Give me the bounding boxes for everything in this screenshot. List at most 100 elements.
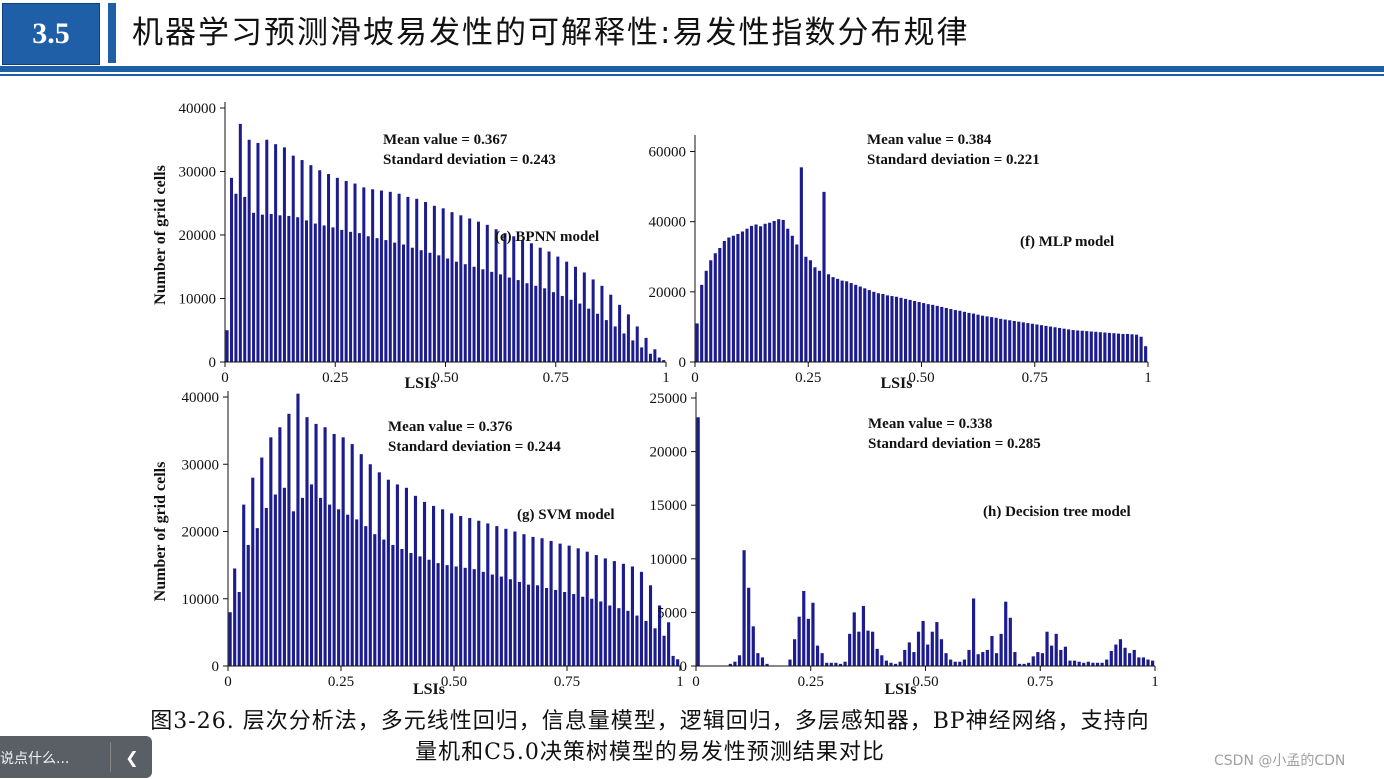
bar-h-74 bbox=[1036, 652, 1040, 666]
bar-e-95 bbox=[644, 337, 648, 362]
bar-f-31 bbox=[836, 278, 840, 362]
bar-g-19 bbox=[314, 423, 318, 666]
comment-box[interactable]: 说点什么... ❮ bbox=[0, 736, 152, 778]
bar-h-79 bbox=[1059, 649, 1063, 666]
bar-e-65 bbox=[512, 236, 516, 362]
bar-f-55 bbox=[944, 307, 948, 362]
bar-f-2 bbox=[704, 270, 708, 362]
bar-g-84 bbox=[608, 605, 612, 666]
bar-g-34 bbox=[382, 539, 386, 666]
bar-h-9 bbox=[737, 655, 742, 666]
bar-h-43 bbox=[893, 663, 898, 666]
bar-h-94 bbox=[1128, 653, 1132, 666]
bar-g-60 bbox=[499, 576, 503, 666]
bar-g-45 bbox=[432, 505, 436, 666]
bar-g-74 bbox=[563, 592, 567, 666]
bar-g-1 bbox=[233, 568, 237, 666]
bar-h-7 bbox=[728, 663, 732, 666]
bar-h-28 bbox=[825, 662, 829, 666]
model-label-f: (f) MLP model bbox=[1020, 234, 1114, 250]
bar-h-88 bbox=[1100, 662, 1104, 666]
bar-e-87 bbox=[609, 294, 613, 362]
bar-e-89 bbox=[618, 304, 622, 362]
bar-h-65 bbox=[994, 653, 999, 666]
bar-g-70 bbox=[545, 587, 549, 666]
bar-f-87 bbox=[1089, 331, 1093, 362]
bar-e-82 bbox=[587, 308, 591, 362]
figure-caption: 图3-26. 层次分析法，多元线性回归，信息量模型，逻辑回归，多层感知器，BP神… bbox=[60, 706, 1240, 768]
bar-h-61 bbox=[976, 654, 980, 666]
bar-h-66 bbox=[999, 633, 1003, 666]
bar-g-12 bbox=[282, 487, 286, 666]
mean-label-h: Mean value = 0.338 bbox=[868, 416, 992, 432]
bar-h-92 bbox=[1118, 639, 1123, 666]
bar-h-30 bbox=[834, 662, 838, 666]
y-tick-label-g: 0 bbox=[212, 659, 220, 675]
bar-g-76 bbox=[572, 594, 576, 666]
x-tick-label-h: 0.25 bbox=[798, 674, 824, 690]
bar-f-10 bbox=[740, 231, 745, 362]
x-tick-label-f: 0.75 bbox=[1022, 370, 1048, 386]
bar-h-97 bbox=[1141, 657, 1146, 666]
bar-g-79 bbox=[585, 551, 589, 666]
bar-h-29 bbox=[829, 662, 833, 666]
bar-e-11 bbox=[274, 144, 278, 362]
bar-h-27 bbox=[820, 653, 824, 666]
bar-f-38 bbox=[867, 290, 871, 362]
y-tick-label-h: 0 bbox=[680, 659, 688, 675]
bar-g-4 bbox=[246, 544, 250, 666]
bar-g-18 bbox=[309, 484, 314, 666]
bar-g-57 bbox=[486, 523, 490, 666]
bar-e-92 bbox=[631, 340, 635, 362]
bar-f-84 bbox=[1076, 330, 1080, 362]
bar-h-83 bbox=[1077, 661, 1081, 666]
bar-g-72 bbox=[554, 590, 558, 666]
bar-h-69 bbox=[1013, 652, 1017, 666]
bar-f-47 bbox=[908, 299, 912, 362]
bar-e-71 bbox=[538, 247, 542, 362]
x-tick-label-e: 0.75 bbox=[543, 370, 569, 386]
bar-f-77 bbox=[1044, 325, 1048, 362]
x-tick-label-h: 0.75 bbox=[1027, 674, 1053, 690]
bar-g-32 bbox=[373, 534, 377, 666]
bar-h-60 bbox=[972, 598, 976, 666]
bar-f-15 bbox=[763, 223, 767, 362]
bar-g-62 bbox=[508, 579, 512, 666]
bar-e-81 bbox=[582, 272, 586, 362]
comment-input[interactable]: 说点什么... bbox=[0, 751, 70, 767]
bar-h-33 bbox=[848, 633, 852, 666]
bar-g-61 bbox=[504, 528, 508, 666]
bar-h-31 bbox=[838, 663, 843, 666]
y-tick-label-f: 20000 bbox=[649, 285, 687, 301]
bar-h-80 bbox=[1063, 646, 1067, 666]
bar-g-2 bbox=[237, 592, 241, 666]
bar-g-52 bbox=[463, 567, 467, 666]
bar-e-2 bbox=[234, 193, 238, 362]
x-tick-label-e: 1 bbox=[662, 370, 670, 386]
bar-f-50 bbox=[922, 303, 926, 362]
bar-e-5 bbox=[247, 139, 251, 362]
bar-g-3 bbox=[242, 504, 246, 666]
bar-f-85 bbox=[1080, 330, 1084, 362]
bar-g-88 bbox=[626, 610, 630, 666]
y-tick-label-g: 40000 bbox=[182, 390, 220, 406]
bar-e-99 bbox=[662, 360, 666, 362]
y-tick-label-e: 30000 bbox=[179, 165, 217, 181]
bar-f-40 bbox=[876, 293, 880, 362]
chevron-left-icon[interactable]: ❮ bbox=[125, 747, 139, 767]
bar-h-73 bbox=[1031, 656, 1035, 666]
bar-h-36 bbox=[861, 605, 866, 666]
bar-h-8 bbox=[733, 661, 737, 666]
bar-f-25 bbox=[808, 260, 812, 362]
y-axis-label-g: Number of grid cells bbox=[152, 462, 169, 602]
x-tick-label-e: 0 bbox=[221, 370, 229, 386]
bar-f-37 bbox=[863, 288, 867, 362]
bar-e-63 bbox=[503, 233, 507, 362]
x-tick-label-g: 0 bbox=[224, 674, 232, 690]
bar-f-88 bbox=[1094, 331, 1098, 362]
x-tick-label-f: 0.50 bbox=[908, 370, 934, 386]
bar-h-14 bbox=[760, 657, 765, 666]
bar-h-81 bbox=[1068, 660, 1072, 666]
bar-e-8 bbox=[260, 214, 264, 362]
bar-h-64 bbox=[990, 635, 994, 666]
